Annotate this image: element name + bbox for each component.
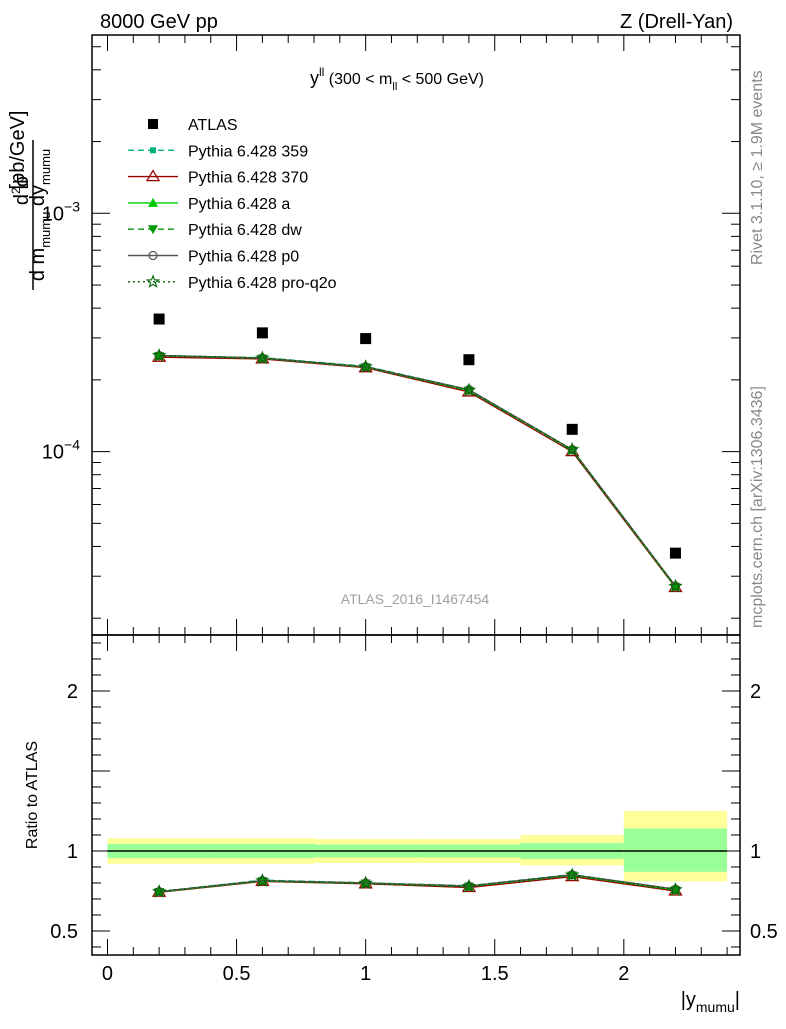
x-tick-label: 0 [102,963,113,985]
watermark: ATLAS_2016_I1467454 [341,591,490,607]
plot-title: yll (300 < mll < 500 GeV) [310,65,484,93]
atlas-data-point [256,327,268,339]
series-point-pq2o [668,578,683,593]
legend-label-pdw: Pythia 6.428 dw [188,222,302,239]
svg-text:[pb/GeV]: [pb/GeV] [7,111,29,190]
y-axis-numerator: d2σ [9,174,33,205]
rivet-label: Rivet 3.1.10, ≥ 1.9M events [749,70,766,265]
ratio-point-pq2o [358,875,373,890]
ratio-point-pdw [567,871,578,881]
atlas-data-point [463,354,475,366]
series-point-pdw [360,363,371,373]
x-tick-label: 2 [618,963,629,985]
series-point-pq2o [151,347,167,362]
series-point-pq2o [358,359,373,373]
legend-label-p370: Pythia 6.428 370 [188,170,308,187]
y-tick-label: 10−3 [42,198,80,225]
band-inner [623,828,728,872]
x-tick-label: 1.5 [481,963,509,985]
ratio-tick-label-left: 0.5 [50,921,78,943]
x-tick-label: 1 [360,963,371,985]
svg-text:d2σ: d2σ [9,174,33,205]
data-points [153,313,681,559]
legend-marker-pq2o [145,274,161,288]
ratio-point-pq2o [255,873,270,887]
legend-label-pp0: Pythia 6.428 p0 [188,249,299,266]
atlas-data-point [566,423,578,435]
ratio-point-pq2o [564,867,580,882]
series-point-pdw [257,354,268,364]
atlas-data-point [153,313,165,325]
ratio-frame [91,634,741,956]
series-point-pdw [670,583,681,593]
ratio-y-label: Ratio to ATLAS [24,741,41,849]
series-line-pa [159,354,677,587]
legend-label-pa: Pythia 6.428 a [188,196,290,213]
legend-label-p359: Pythia 6.428 359 [188,143,308,160]
series-point-pq2o [564,441,580,456]
ratio-tick-label-right: 0.5 [750,921,778,943]
series-line-pp0 [159,354,677,587]
series-line-pdw [159,355,677,588]
ratio-tick-label-right: 2 [750,681,761,703]
header-right: Z (Drell-Yan) [620,11,733,33]
mcplots-label: mcplots.cern.ch [arXiv:1306.3436] [749,386,766,628]
legend-marker-data [148,119,158,129]
legend-marker-pp0 [148,250,158,261]
legend: ATLAS Pythia 6.428 359 Pythia 6.428 370 Pyt… [128,117,337,292]
series-line-p359 [159,355,677,587]
series-line-p370 [159,356,677,588]
ratio-point-pq2o [668,882,683,896]
svg-text:d mmumu dymumu: d mmumu dymumu [27,149,53,281]
y-axis-unit: [pb/GeV] [7,111,29,190]
series-point-pq2o [461,382,477,397]
legend-label-pq2o: Pythia 6.428 pro-q2o [188,275,337,292]
series-point-pdw [154,351,165,361]
ratio-line-pq2o [159,874,676,893]
atlas-data-point [360,333,372,345]
legend-label-data: ATLAS [188,117,238,134]
uncertainty-bands [107,811,728,882]
axes-and-ticks: 0 0.5 1 1.5 2 10−4 10−3 0.5 0.5 1 1 2 2 [42,35,778,985]
ratio-tick-label-left: 2 [67,681,78,703]
series-point-pq2o [255,350,270,365]
ratio-point-pq2o [461,878,477,893]
mc-curves [151,347,683,898]
y-tick-label: 10−4 [42,437,80,464]
header-left: 8000 GeV pp [100,11,218,33]
atlas-data-point [669,547,681,559]
x-tick-label: 0.5 [223,963,251,985]
series-line-pq2o [159,354,677,587]
legend-marker-pdw [148,225,158,235]
ratio-point-pq2o [151,884,167,898]
ratio-tick-label-right: 1 [750,841,761,863]
ratio-line-pp0 [159,873,676,893]
ratio-tick-label-left: 1 [67,841,78,863]
legend-marker-pa [148,197,158,207]
y-axis-denominator: d mmumu dymumu [27,149,53,281]
x-axis-label: |ymumu| [681,989,740,1015]
legend-marker-p370 [145,169,161,182]
legend-marker-p359 [150,147,156,154]
